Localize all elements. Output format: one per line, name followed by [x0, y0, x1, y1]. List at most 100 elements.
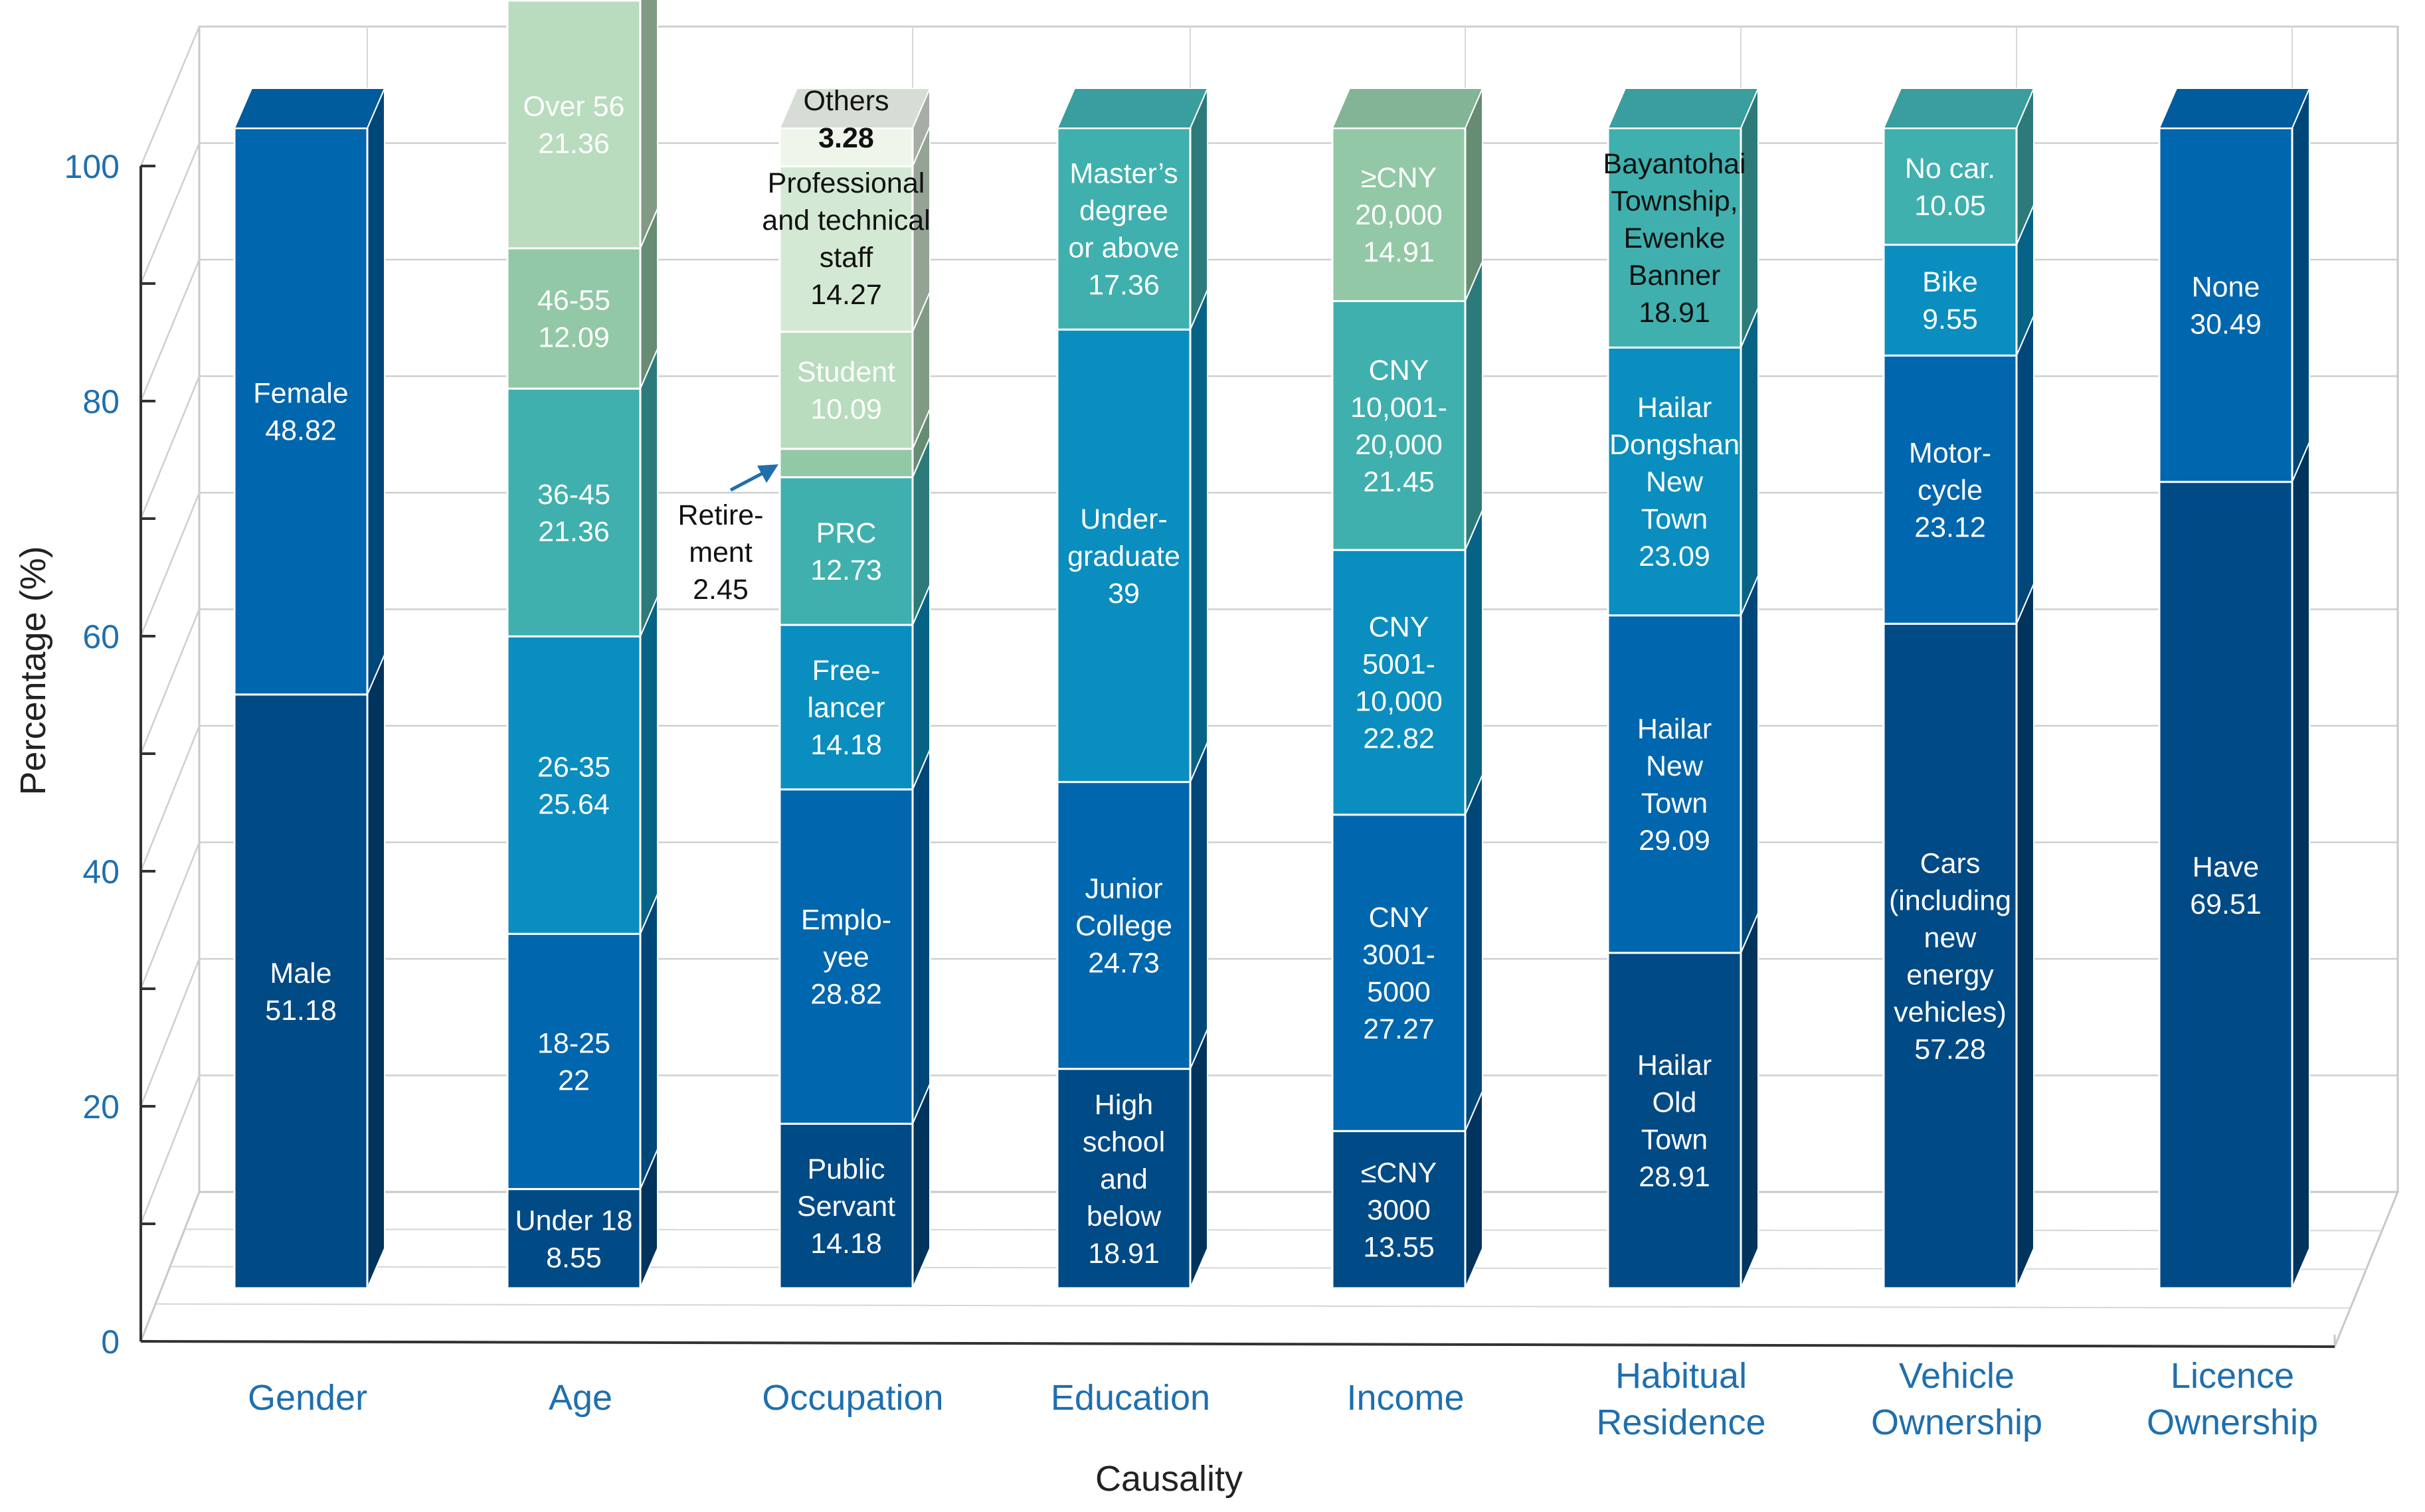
category-label: Ownership [1871, 1402, 2042, 1442]
segment-label: None [2192, 271, 2260, 303]
segment-label: College [1075, 910, 1172, 942]
professional-callout-label: staff [820, 242, 874, 274]
segment-label: 39 [1108, 578, 1140, 610]
bar-segment [1331, 127, 1467, 302]
segment-label: Bike [1922, 266, 1978, 298]
bar-licence-ownership [2158, 88, 2311, 1290]
bar-side [2016, 583, 2034, 1289]
segment-label: Hailar [1637, 713, 1712, 745]
side-gridline [139, 26, 201, 167]
segment-label: lancer [807, 692, 885, 724]
segment-label: Bayantohai [1603, 148, 1746, 180]
category-label: Gender [248, 1378, 367, 1418]
segment-label: 36-45 [537, 479, 610, 511]
segment-label: or above [1068, 232, 1179, 264]
segment-label: Over 56 [523, 90, 625, 122]
side-gridline [139, 842, 201, 989]
segment-label: 48.82 [265, 414, 337, 446]
segment-label: New [1646, 750, 1704, 782]
bar-side [1740, 307, 1759, 616]
segment-label: ≥CNY [1361, 162, 1437, 194]
segment-label: 29.09 [1639, 825, 1710, 857]
segment-label: 22.82 [1363, 723, 1435, 755]
segment-label: Under- [1080, 503, 1167, 535]
segment-label: 21.36 [538, 516, 610, 548]
bar-segment [778, 165, 914, 333]
segment-label: 25.64 [538, 788, 610, 820]
bar-segment [506, 1188, 642, 1290]
segment-label: Motor- [1909, 437, 1991, 469]
bar-segment [1607, 346, 1742, 617]
bar-segment [1056, 328, 1192, 784]
segment-label: 18.91 [1639, 297, 1710, 329]
bar-side [1465, 509, 1483, 815]
retirement-callout-label: 2.45 [693, 574, 749, 606]
segment-label: 14.18 [810, 729, 882, 761]
segment-label: 18-25 [537, 1027, 610, 1059]
side-gridline [139, 958, 201, 1107]
segment-label: 20,000 [1355, 429, 1443, 461]
professional-callout-label: and technical [762, 205, 930, 236]
segment-label: Student [797, 357, 895, 388]
chart-frame [139, 25, 2400, 1348]
segment-label: Emplo- [801, 904, 891, 936]
bar-side [1740, 88, 1759, 348]
segment-label: 12.09 [538, 322, 610, 354]
bar-side [2291, 442, 2310, 1289]
segment-label: PRC [816, 517, 877, 549]
segment-label: Dongshan [1609, 429, 1740, 461]
segment-label: Township, [1611, 185, 1738, 217]
side-gridline [139, 725, 201, 872]
bar-side [912, 749, 931, 1124]
y-tick-label: 0 [101, 1323, 120, 1361]
side-gridline [139, 259, 201, 402]
bar-segment [1607, 127, 1742, 349]
segment-label: 14.91 [1363, 236, 1435, 268]
segment-label: Male [270, 958, 331, 989]
professional-callout-label: Professional [768, 167, 925, 199]
bar-side [640, 596, 658, 934]
bar-segment [506, 635, 642, 935]
labels-layer: Male 51.18 Female 48.82 Under 18 8.55 18-25 22 2… [253, 85, 2262, 1274]
segment-label: 10,000 [1355, 686, 1443, 718]
segment-label: Town [1641, 788, 1708, 819]
segment-label: 24.73 [1088, 948, 1160, 979]
bar-education [1056, 88, 1209, 1290]
professional-callout-label: 14.27 [810, 279, 882, 311]
bar-segment [233, 693, 369, 1290]
segment-label: 23.12 [1914, 511, 1986, 543]
bar-segment [778, 331, 914, 450]
retirement-callout-label: ment [689, 537, 753, 568]
bar-segment [778, 624, 914, 791]
segment-label: 10.09 [810, 394, 882, 426]
category-label: Occupation [762, 1378, 943, 1418]
bar-side [1465, 774, 1483, 1132]
segment-label: Master’s [1069, 158, 1178, 190]
bar-side [640, 348, 658, 637]
segment-label: Servant [797, 1191, 895, 1222]
category-label: Education [1051, 1378, 1210, 1418]
segment-label: 10,001- [1350, 392, 1447, 424]
bar-segment [1882, 354, 2018, 625]
bar-segment [1882, 127, 2018, 246]
bar-side [1190, 88, 1208, 330]
segment-label: 28.91 [1639, 1161, 1710, 1193]
category-label: Residence [1596, 1402, 1765, 1442]
segment-label: Female [253, 377, 348, 409]
x-axis-line [140, 1340, 2335, 1348]
bar-segment [233, 127, 369, 696]
side-gridline [139, 143, 201, 284]
segment-label: vehicles) [1894, 997, 2007, 1029]
y-tick-label: 100 [64, 148, 120, 185]
bar-segment [778, 448, 914, 479]
segment-label: 9.55 [1922, 303, 1978, 335]
segment-label: 18.91 [1088, 1238, 1160, 1270]
bar-side [1740, 575, 1759, 954]
segment-label: 14.18 [810, 1228, 882, 1260]
bar-segment [506, 932, 642, 1191]
others-callout-label: 3.28 [818, 122, 874, 154]
bar-side [1465, 261, 1483, 550]
segment-label: and [1100, 1163, 1148, 1195]
segment-label: graduate [1067, 541, 1180, 572]
